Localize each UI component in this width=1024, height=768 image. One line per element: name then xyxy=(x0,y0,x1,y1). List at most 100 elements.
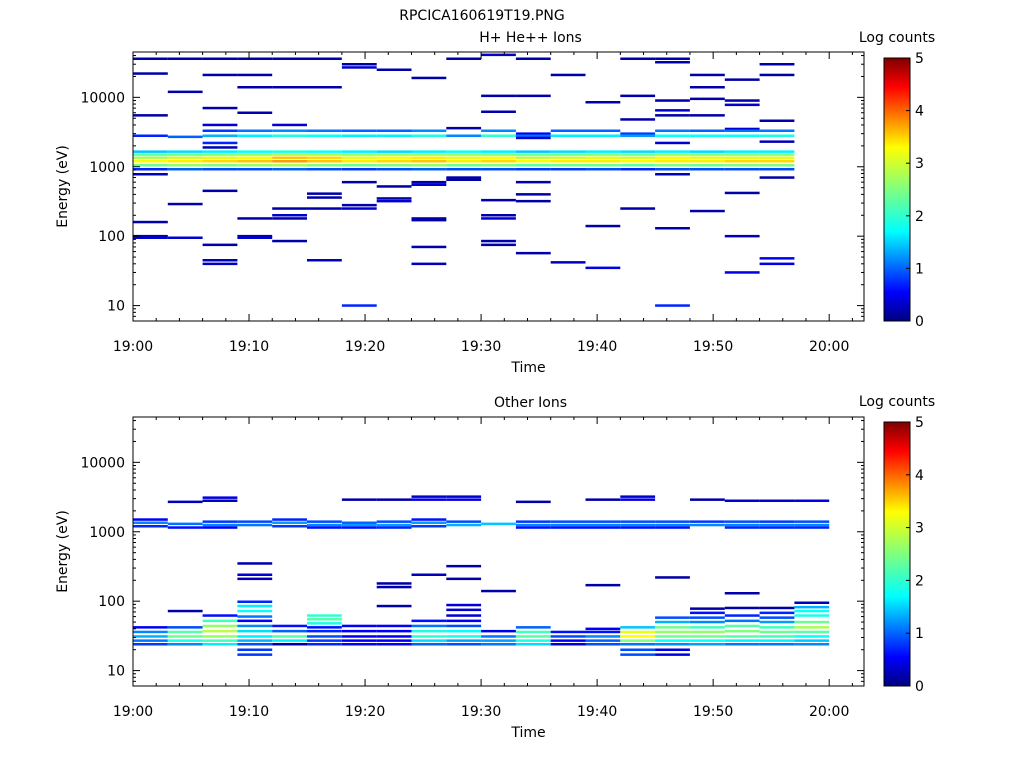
colorbar-label: Log counts xyxy=(859,394,935,410)
heatmap-cell xyxy=(341,66,377,69)
heatmap-cell xyxy=(655,630,690,634)
heatmap-cell xyxy=(202,160,238,163)
heatmap-cell xyxy=(690,520,725,523)
heatmap-cell xyxy=(341,164,377,167)
heatmap-cell xyxy=(446,126,482,130)
heatmap-cell xyxy=(620,156,656,159)
heatmap-cell xyxy=(515,523,551,527)
heatmap-cell xyxy=(341,498,377,501)
heatmap-cell xyxy=(481,589,516,593)
heatmap-cell xyxy=(724,234,760,238)
heatmap-cell xyxy=(620,168,656,171)
heatmap-cell xyxy=(341,526,377,529)
heatmap-cell xyxy=(759,630,795,634)
heatmap-cell xyxy=(759,635,795,638)
heatmap-cell xyxy=(272,150,307,153)
heatmap-cell xyxy=(759,620,795,624)
heatmap-cell xyxy=(481,164,516,167)
heatmap-cell xyxy=(133,525,168,528)
heatmap-cell xyxy=(655,639,690,642)
heatmap-cell xyxy=(690,611,725,615)
heatmap-cell xyxy=(585,583,621,587)
heatmap-cell xyxy=(724,606,760,610)
heatmap-cell xyxy=(133,220,168,224)
heatmap-cell xyxy=(202,262,238,266)
heatmap-cell xyxy=(411,573,447,576)
heatmap-cell xyxy=(655,150,690,153)
heatmap-cell xyxy=(446,153,482,156)
heatmap-cell xyxy=(341,134,377,137)
heatmap-cell xyxy=(237,573,273,576)
heatmap-cell xyxy=(341,523,377,527)
y-tick-label: 1000 xyxy=(89,525,125,541)
heatmap-cell xyxy=(724,156,760,159)
heatmap-cell xyxy=(376,498,412,501)
heatmap-cell xyxy=(550,156,586,159)
heatmap-cell xyxy=(655,61,690,64)
heatmap-cell xyxy=(167,626,203,629)
heatmap-cell xyxy=(655,57,690,60)
heatmap-cell xyxy=(272,129,307,132)
heatmap-cell xyxy=(655,648,690,651)
heatmap-cell xyxy=(237,217,273,220)
heatmap-cell xyxy=(202,643,238,646)
heatmap-cell xyxy=(724,168,760,171)
heatmap-cell xyxy=(446,176,482,179)
heatmap-cell xyxy=(307,207,342,210)
heatmap-cell xyxy=(272,639,307,642)
heatmap-cell xyxy=(690,164,725,167)
heatmap-cell xyxy=(376,160,412,163)
heatmap-cell xyxy=(307,129,342,132)
heatmap-cell xyxy=(620,160,656,163)
heatmap-cell xyxy=(376,134,412,137)
heatmap-cell xyxy=(237,653,273,656)
heatmap-cell xyxy=(167,500,203,504)
colorbar-tick-label: 0 xyxy=(915,314,924,330)
heatmap-cell xyxy=(237,629,273,633)
heatmap-cell xyxy=(446,156,482,159)
heatmap-cell xyxy=(411,76,447,80)
heatmap-cell xyxy=(690,168,725,171)
heatmap-cell xyxy=(446,614,482,617)
heatmap-cell xyxy=(655,164,690,167)
heatmap-cell xyxy=(655,168,690,171)
heatmap-cell xyxy=(690,209,725,213)
x-tick-label: 19:00 xyxy=(113,339,153,355)
heatmap-cell xyxy=(411,639,447,642)
heatmap-cell xyxy=(237,156,273,159)
heatmap-cell xyxy=(481,94,516,98)
heatmap-cell xyxy=(690,635,725,638)
y-tick-label: 100 xyxy=(98,594,125,610)
heatmap-cell xyxy=(272,239,307,243)
heatmap-cell xyxy=(307,57,342,60)
heatmap-cell xyxy=(550,520,586,523)
heatmap-cell xyxy=(411,164,447,167)
heatmap-cell xyxy=(655,616,690,619)
heatmap-cell xyxy=(237,635,273,638)
heatmap-cell xyxy=(620,635,656,638)
heatmap-cell xyxy=(515,630,551,634)
heatmap-cell xyxy=(133,134,168,137)
heatmap-cell xyxy=(620,639,656,642)
heatmap-cell xyxy=(133,635,168,638)
heatmap-cell xyxy=(341,629,377,633)
heatmap-cell xyxy=(620,164,656,167)
heatmap-cell xyxy=(655,153,690,156)
heatmap-cell xyxy=(794,614,830,617)
heatmap-cell xyxy=(585,134,621,137)
heatmap-cell xyxy=(655,643,690,646)
heatmap-cell xyxy=(724,164,760,167)
heatmap-cell xyxy=(759,153,795,156)
x-tick-label: 19:50 xyxy=(693,704,733,720)
heatmap-cell xyxy=(167,90,203,94)
heatmap-cell xyxy=(585,129,621,132)
heatmap-cell xyxy=(759,257,795,260)
panel-title: Other Ions xyxy=(494,395,567,411)
heatmap-cell xyxy=(237,57,273,60)
heatmap-cell xyxy=(307,156,342,159)
heatmap-cell xyxy=(794,639,830,642)
heatmap-cell xyxy=(272,217,307,220)
heatmap-cell xyxy=(724,103,760,107)
heatmap-cell xyxy=(307,520,342,523)
